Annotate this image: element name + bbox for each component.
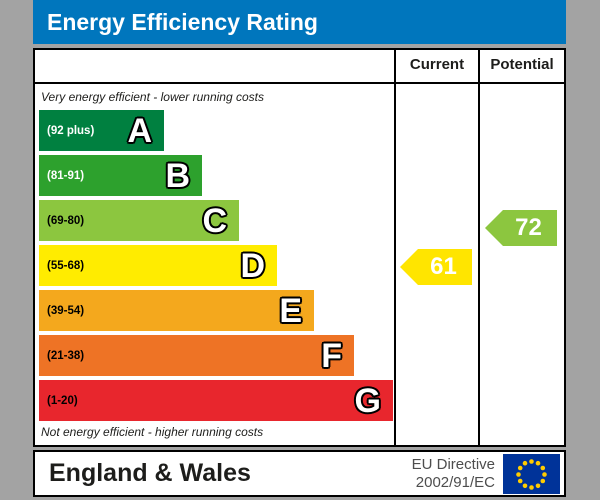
eu-directive-line1: EU Directive xyxy=(411,455,495,473)
potential-rating-arrow: 72 xyxy=(485,210,557,246)
band-b-letter: B xyxy=(165,156,190,195)
band-g-range: (1-20) xyxy=(47,394,78,407)
potential-rating-value: 72 xyxy=(515,214,542,241)
region-label: England & Wales xyxy=(49,459,251,487)
table-body: Very energy efficient - lower running co… xyxy=(35,84,564,445)
eu-directive-line2: 2002/91/EC xyxy=(415,473,495,491)
rating-table: Current Potential Very energy efficient … xyxy=(33,48,566,447)
band-c-range: (69-80) xyxy=(47,214,85,227)
current-column-header: Current xyxy=(394,50,478,82)
table-header-row: Current Potential xyxy=(35,50,564,84)
current-column: 61 xyxy=(394,84,478,445)
potential-column: 72 xyxy=(478,84,564,445)
band-c-letter: C xyxy=(202,201,227,240)
band-f-letter: F xyxy=(321,336,342,375)
scale-bottom-label: Not energy efficient - higher running co… xyxy=(41,425,264,439)
band-a-letter: A xyxy=(127,111,152,150)
band-d-range: (55-68) xyxy=(47,259,85,272)
bands-column-header xyxy=(35,50,394,82)
footer-right: EU Directive 2002/91/EC xyxy=(412,453,560,494)
band-b-range: (81-91) xyxy=(47,169,85,182)
potential-column-header: Potential xyxy=(478,50,564,82)
scale-top-label: Very energy efficient - lower running co… xyxy=(41,90,264,104)
footer-bar: England & Wales EU Directive 2002/91/EC xyxy=(33,450,566,497)
eu-directive-text: EU Directive 2002/91/EC xyxy=(412,456,495,492)
band-b: (81-91) B xyxy=(39,155,202,196)
content-column: Energy Efficiency Rating Current Potenti… xyxy=(33,0,566,497)
band-e-letter: E xyxy=(279,291,302,330)
band-g: (1-20) G xyxy=(39,380,393,421)
band-a-range: (92 plus) xyxy=(47,124,95,137)
band-d-letter: D xyxy=(240,246,265,285)
bands-column: Very energy efficient - lower running co… xyxy=(35,84,394,445)
band-e-range: (39-54) xyxy=(47,304,85,317)
band-g-letter: G xyxy=(354,381,381,420)
current-rating-value: 61 xyxy=(430,253,457,280)
band-f: (21-38) F xyxy=(39,335,354,376)
title-bar: Energy Efficiency Rating xyxy=(33,0,566,44)
band-a: (92 plus) A xyxy=(39,110,164,151)
band-f-range: (21-38) xyxy=(47,349,85,362)
band-e: (39-54) E xyxy=(39,290,314,331)
band-d: (55-68) D xyxy=(39,245,277,286)
current-rating-arrow: 61 xyxy=(400,249,472,285)
page-title: Energy Efficiency Rating xyxy=(47,9,318,35)
eu-flag-icon xyxy=(503,453,560,494)
band-c: (69-80) C xyxy=(39,200,239,241)
